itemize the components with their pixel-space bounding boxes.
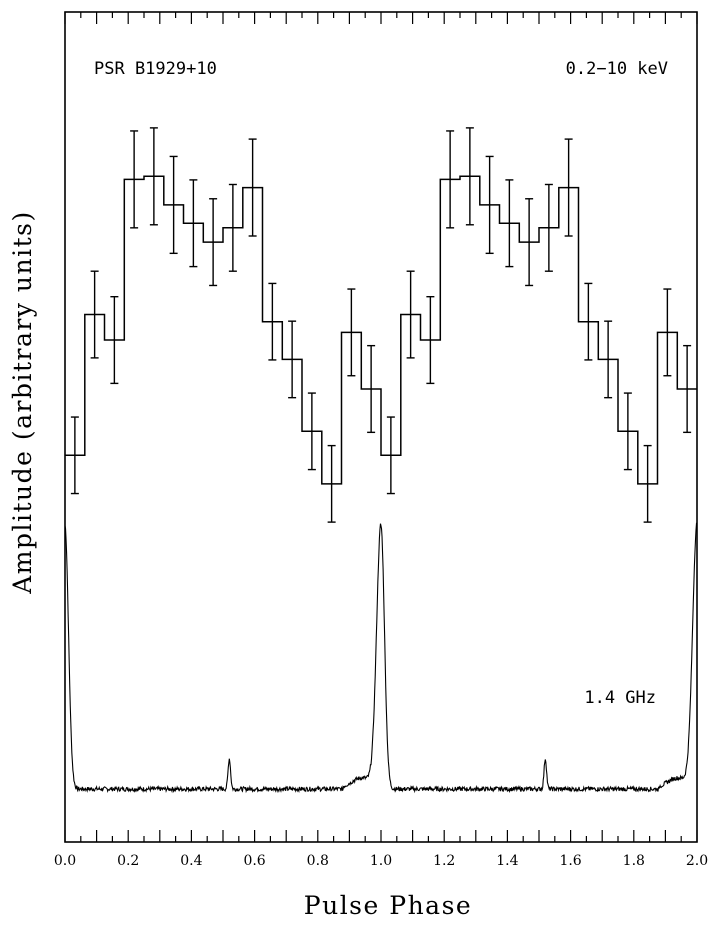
xray-histogram-series bbox=[65, 127, 697, 523]
xray-error-bar bbox=[623, 392, 632, 471]
x-tick-label: 0.8 bbox=[307, 853, 329, 869]
x-tick-label: 1.6 bbox=[559, 853, 581, 869]
xray-error-bar bbox=[505, 179, 514, 268]
xray-error-bar bbox=[446, 130, 455, 229]
xray-error-bar bbox=[525, 198, 534, 287]
xray-error-bar bbox=[110, 295, 119, 385]
xray-error-bar bbox=[288, 320, 297, 399]
x-tick-label: 0.6 bbox=[243, 853, 265, 869]
xray-band-label: 0.2−10 keV bbox=[566, 59, 668, 79]
xray-error-bar bbox=[248, 138, 257, 237]
radio-profile-series bbox=[64, 522, 698, 794]
xray-error-bar bbox=[643, 444, 652, 523]
xray-error-bar bbox=[347, 288, 356, 377]
x-tick-label: 0.2 bbox=[117, 853, 139, 869]
xray-error-bar bbox=[386, 416, 395, 495]
x-axis-title: Pulse Phase bbox=[304, 891, 472, 920]
xray-error-bar bbox=[485, 155, 494, 255]
x-tick-label: 1.2 bbox=[433, 853, 455, 869]
xray-error-bar bbox=[90, 270, 99, 359]
xray-error-bar bbox=[426, 295, 435, 385]
x-tick-label: 2.0 bbox=[686, 853, 708, 869]
x-tick-label: 1.0 bbox=[370, 853, 392, 869]
xray-error-bar bbox=[189, 179, 198, 268]
xray-error-bar bbox=[406, 270, 415, 359]
x-axis-tick-labels: 0.0 0.2 0.4 0.6 0.8 1.0 1.2 1.4 1.6 1.8 2.0 bbox=[54, 853, 708, 869]
xray-error-bar bbox=[268, 282, 277, 361]
xray-error-bar bbox=[584, 282, 593, 361]
radio-band-label: 1.4 GHz bbox=[584, 688, 656, 708]
xray-error-bar bbox=[465, 127, 474, 226]
xray-error-bar bbox=[169, 155, 178, 255]
x-tick-label: 0.0 bbox=[54, 853, 76, 869]
y-axis-title: Amplitude (arbitrary units) bbox=[8, 210, 37, 595]
xray-error-bar bbox=[604, 320, 613, 399]
xray-error-bar bbox=[209, 198, 218, 287]
x-tick-label: 1.8 bbox=[623, 853, 645, 869]
xray-histogram-line bbox=[65, 175, 697, 485]
xray-error-bar bbox=[327, 444, 336, 523]
x-tick-label: 0.4 bbox=[180, 853, 202, 869]
x-axis-ticks bbox=[64, 12, 698, 842]
xray-error-bar bbox=[663, 288, 672, 377]
xray-error-bar bbox=[307, 392, 316, 471]
radio-profile-line bbox=[64, 522, 698, 794]
xray-error-bar bbox=[228, 183, 237, 272]
xray-error-bar bbox=[683, 344, 692, 434]
xray-error-bar bbox=[149, 127, 158, 226]
xray-error-bar bbox=[367, 344, 376, 434]
xray-error-bar bbox=[564, 138, 573, 237]
xray-error-bar bbox=[544, 183, 553, 272]
source-label: PSR B1929+10 bbox=[94, 59, 217, 79]
xray-error-bar bbox=[130, 130, 139, 229]
x-tick-label: 1.4 bbox=[496, 853, 518, 869]
xray-error-bar bbox=[70, 416, 79, 495]
